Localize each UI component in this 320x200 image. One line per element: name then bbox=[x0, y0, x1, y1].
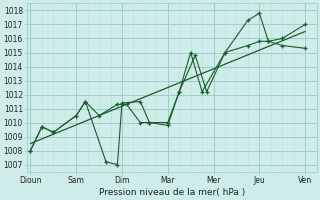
X-axis label: Pression niveau de la mer( hPa ): Pression niveau de la mer( hPa ) bbox=[99, 188, 245, 197]
